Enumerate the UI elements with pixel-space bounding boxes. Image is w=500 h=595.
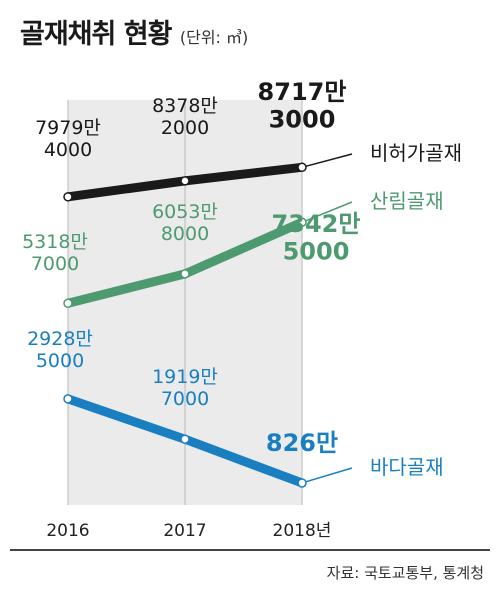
data-point <box>63 192 73 202</box>
data-point <box>297 217 307 228</box>
source-note: 자료: 국토교통부, 통계청 <box>326 564 484 582</box>
chart-title-text: 골재채취 현황 <box>20 19 172 50</box>
data-label-line: 8000 <box>161 223 209 245</box>
data-label-line: 8378만 <box>152 95 218 117</box>
chart-title: 골재채취 현황 (단위: ㎥) <box>20 12 248 51</box>
data-label-line: 7979만 <box>35 117 101 139</box>
data-label-line: 3000 <box>269 106 336 134</box>
data-label: 5318만 7000 <box>22 231 88 275</box>
series-name-connector-0 <box>301 153 353 169</box>
data-point <box>297 162 307 173</box>
x-tick-label: 2018년 <box>273 521 332 541</box>
data-point <box>297 478 307 488</box>
series-name-connector-2 <box>301 467 353 484</box>
series-name-label: 비허가골재 <box>370 141 462 165</box>
data-label: 8378만 2000 <box>152 95 218 139</box>
data-label: 826만 <box>266 429 338 457</box>
series-name-label: 바다골재 <box>370 455 444 479</box>
data-label-line: 5000 <box>283 238 350 266</box>
data-label-line: 5000 <box>36 350 84 372</box>
data-point <box>63 298 73 309</box>
data-point <box>63 394 73 404</box>
data-label: 8717만 3000 <box>258 78 347 134</box>
data-label: 7979만 4000 <box>35 117 101 161</box>
unit-note: (단위: ㎥) <box>179 28 249 47</box>
data-label-line: 2000 <box>161 117 209 139</box>
data-label: 6053만 8000 <box>152 201 218 245</box>
data-label: 1919만 7000 <box>152 366 218 410</box>
bottom-divider <box>10 549 490 551</box>
data-label-line: 826만 <box>266 429 338 457</box>
data-label-line: 7000 <box>161 388 209 410</box>
data-point <box>180 434 190 444</box>
data-label-line: 5318만 <box>22 231 88 253</box>
data-label: 2928만 5000 <box>27 328 93 372</box>
data-label-line: 6053만 <box>152 201 218 223</box>
data-label-line: 7000 <box>31 253 79 275</box>
series-name-label: 산림골재 <box>370 189 444 213</box>
data-label-line: 1919만 <box>152 366 218 388</box>
data-label-line: 2928만 <box>27 328 93 350</box>
x-tick-label: 2016 <box>46 521 89 541</box>
data-point <box>180 176 190 186</box>
data-label-line: 8717만 <box>258 78 347 106</box>
data-label: 7342만 5000 <box>272 210 361 266</box>
data-point <box>180 269 190 279</box>
x-tick-label: 2017 <box>163 521 206 541</box>
data-label-line: 7342만 <box>272 210 361 238</box>
data-label-line: 4000 <box>44 139 92 161</box>
series-name-connector-1 <box>301 201 353 223</box>
